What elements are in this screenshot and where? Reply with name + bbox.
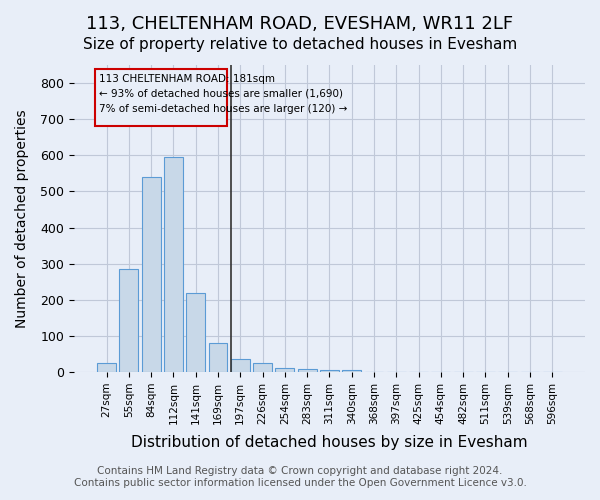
Bar — [231, 358, 250, 372]
Bar — [298, 369, 317, 372]
Bar — [209, 343, 227, 372]
Bar — [119, 269, 139, 372]
X-axis label: Distribution of detached houses by size in Evesham: Distribution of detached houses by size … — [131, 435, 528, 450]
Text: Size of property relative to detached houses in Evesham: Size of property relative to detached ho… — [83, 38, 517, 52]
Text: Contains HM Land Registry data © Crown copyright and database right 2024.
Contai: Contains HM Land Registry data © Crown c… — [74, 466, 526, 487]
Bar — [253, 363, 272, 372]
Bar — [320, 370, 339, 372]
Bar — [97, 363, 116, 372]
Bar — [186, 292, 205, 372]
Y-axis label: Number of detached properties: Number of detached properties — [15, 109, 29, 328]
Bar — [342, 370, 361, 372]
Bar — [142, 177, 161, 372]
FancyBboxPatch shape — [95, 68, 227, 126]
Bar — [164, 157, 183, 372]
Text: 113, CHELTENHAM ROAD, EVESHAM, WR11 2LF: 113, CHELTENHAM ROAD, EVESHAM, WR11 2LF — [86, 15, 514, 33]
Text: 113 CHELTENHAM ROAD: 181sqm
← 93% of detached houses are smaller (1,690)
7% of s: 113 CHELTENHAM ROAD: 181sqm ← 93% of det… — [99, 74, 347, 114]
Bar — [275, 368, 295, 372]
